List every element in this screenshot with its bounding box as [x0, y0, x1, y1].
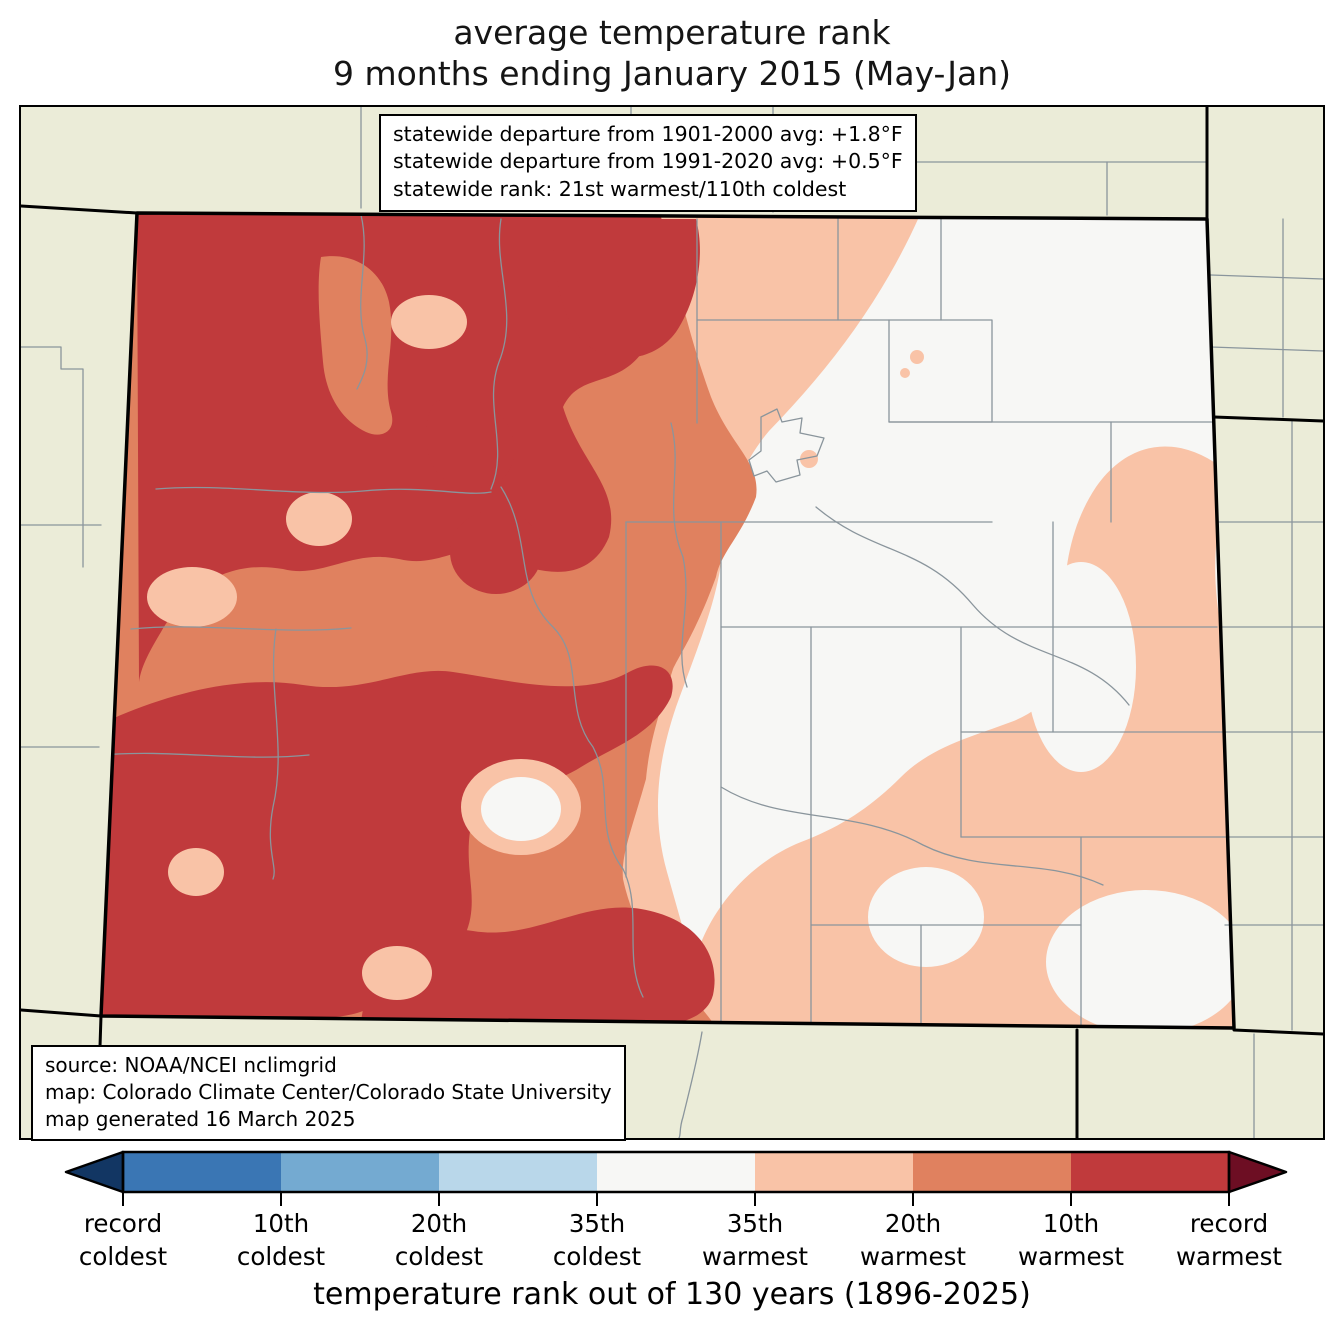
colorbar-segment-coldest-35th	[439, 1152, 597, 1192]
map-generated-line: map generated 16 March 2025	[45, 1106, 356, 1131]
map-title-line1: average temperature rank	[453, 13, 891, 52]
colorbar-segment-near-average	[597, 1152, 755, 1192]
tick-label-20th-warmest: 20th warmest	[859, 1209, 966, 1271]
tick-label-record-warmest: record warmest	[1175, 1209, 1282, 1271]
record-warmest-arrow	[1227, 1150, 1288, 1194]
stat-departure-1991-2020: statewide departure from 1991-2020 avg: …	[393, 149, 903, 174]
source-attribution-box: source: NOAA/NCEI nclimgrid map: Colorad…	[31, 1045, 626, 1142]
colorado-state-border	[99, 211, 1236, 1030]
tick-label-35th-warmest: 35th warmest	[701, 1209, 808, 1271]
tick-label-10th-warmest: 10th warmest	[1017, 1209, 1124, 1271]
stat-statewide-rank: statewide rank: 21st warmest/110th colde…	[393, 176, 847, 201]
temperature-rank-colorbar	[64, 1150, 1288, 1206]
colorado-fill-contours	[101, 213, 1234, 1028]
map-title: average temperature rank 9 months ending…	[0, 12, 1344, 95]
colorbar-segment-coldest-10th	[123, 1152, 281, 1192]
colorbar-outline	[121, 1150, 1231, 1194]
colorado-temperature-rank-map	[21, 107, 1323, 1138]
record-coldest-arrow	[64, 1150, 125, 1194]
tick-label-record-coldest: record coldest	[78, 1209, 168, 1271]
map-credit-line: map: Colorado Climate Center/Colorado St…	[45, 1079, 612, 1104]
stat-departure-1901-2000: statewide departure from 1901-2000 avg: …	[393, 122, 903, 146]
colorbar-segment-warmest-10th	[1071, 1152, 1229, 1192]
map-frame: statewide departure from 1901-2000 avg: …	[19, 105, 1325, 1142]
tick-label-20th-coldest: 20th coldest	[394, 1209, 484, 1271]
colorbar-segment-warmest-35th	[755, 1152, 913, 1192]
colorbar-caption: temperature rank out of 130 years (1896-…	[313, 1277, 1031, 1312]
colorado-county-lines	[102, 214, 1224, 1028]
colorbar-segment-coldest-20th	[281, 1152, 439, 1192]
colorbar-segment-warmest-20th	[913, 1152, 1071, 1192]
tick-label-35th-coldest: 35th coldest	[552, 1209, 642, 1271]
map-title-line2: 9 months ending January 2015 (May-Jan)	[332, 54, 1012, 94]
source-line: source: NOAA/NCEI nclimgrid	[45, 1053, 337, 1077]
tick-label-10th-coldest: 10th coldest	[236, 1209, 326, 1271]
colorbar-ticks	[122, 1192, 1230, 1206]
statewide-stats-box: statewide departure from 1901-2000 avg: …	[379, 114, 917, 213]
